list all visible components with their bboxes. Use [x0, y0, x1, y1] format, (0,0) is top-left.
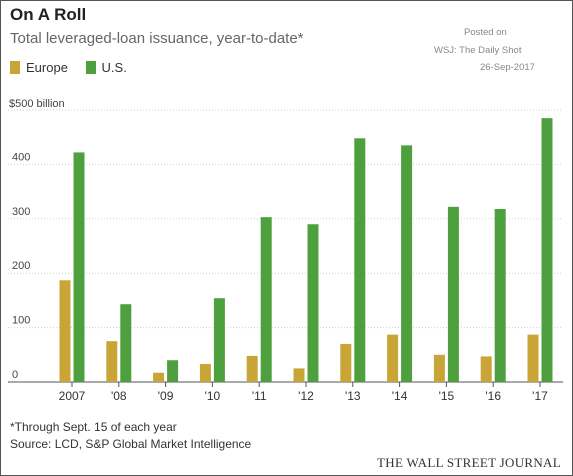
legend-label-europe: Europe [26, 60, 68, 75]
bar-europe [480, 356, 492, 382]
chart-subtitle: Total leveraged-loan issuance, year-to-d… [10, 30, 304, 47]
stamp-line-1: Posted on [464, 27, 507, 38]
bar-us [447, 206, 459, 382]
legend-item-europe: Europe [10, 60, 68, 75]
chart-title: On A Roll [10, 5, 87, 24]
bar-us [167, 360, 179, 382]
bar-us [401, 145, 413, 382]
legend-swatch-europe [10, 61, 20, 74]
bar-us [260, 217, 272, 382]
x-tick-label: '08 [111, 389, 127, 403]
y-axis-top-label: $500 billion [9, 98, 65, 110]
bar-europe [106, 341, 118, 382]
bar-europe [387, 334, 399, 382]
x-tick-label: '16 [485, 389, 501, 403]
legend-item-us: U.S. [85, 60, 127, 75]
legend-label-us: U.S. [101, 60, 127, 75]
bar-us [307, 224, 319, 382]
bar-us [73, 152, 85, 382]
x-tick-label: '09 [158, 389, 174, 403]
bar-europe [340, 343, 352, 382]
legend-swatch-us [85, 61, 96, 74]
bar-europe [433, 354, 445, 382]
x-tick-label: 2007 [59, 389, 86, 403]
y-tick-label: 300 [12, 206, 30, 218]
bar-europe [293, 368, 305, 382]
bar-us [541, 118, 553, 382]
bar-europe [527, 334, 539, 382]
bar-europe [246, 355, 258, 382]
stamp-line-2: WSJ: The Daily Shot [434, 45, 522, 56]
y-tick-label: 400 [12, 151, 30, 163]
y-tick-label: 100 [12, 315, 30, 327]
bar-europe [199, 364, 211, 382]
bar-europe [59, 280, 71, 382]
source-note: Source: LCD, S&P Global Market Intellige… [10, 437, 252, 451]
stamp-line-3: 26-Sep-2017 [480, 62, 535, 73]
x-tick-label: '14 [392, 389, 408, 403]
bar-us [354, 138, 366, 382]
bar-europe [153, 372, 165, 382]
y-tick-label: 200 [12, 260, 30, 272]
bar-us [213, 298, 225, 382]
legend: Europe U.S. [10, 60, 141, 75]
x-tick-label: '15 [439, 389, 455, 403]
bar-us [494, 209, 506, 382]
x-tick-label: '12 [298, 389, 314, 403]
bar-us [120, 304, 132, 382]
x-tick-label: '13 [345, 389, 361, 403]
y-tick-label: 0 [12, 369, 18, 381]
footnote: *Through Sept. 15 of each year [10, 420, 177, 434]
x-tick-label: '10 [205, 389, 221, 403]
x-tick-label: '17 [532, 389, 548, 403]
x-tick-label: '11 [252, 389, 267, 403]
publisher-logo: THE WALL STREET JOURNAL [377, 455, 561, 470]
